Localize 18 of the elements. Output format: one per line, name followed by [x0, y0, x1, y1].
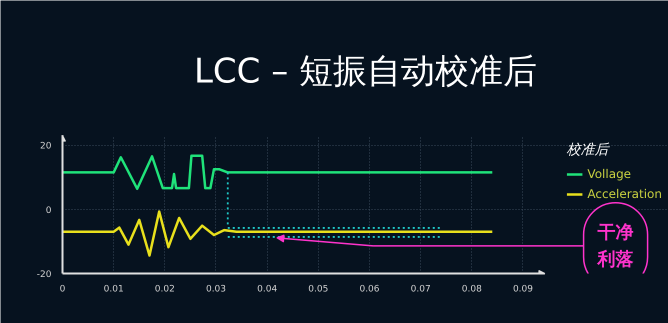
x-tick-label: 0.07 — [410, 284, 431, 294]
y-tick-label: 0 — [46, 206, 52, 216]
chart-title: LCC – 短振自动校准后 — [194, 52, 538, 92]
x-tick-label: 0.02 — [154, 284, 175, 294]
y-tick-label: -20 — [36, 270, 52, 280]
x-tick-label: 0.08 — [462, 284, 482, 294]
x-tick-label: 0.03 — [206, 284, 226, 294]
x-tick-label: 0 — [60, 284, 66, 294]
x-tick-label: 0.06 — [359, 284, 380, 294]
legend-label: Acceleration — [587, 187, 662, 201]
x-tick-label: 0.05 — [308, 284, 328, 294]
legend-label: Vollage — [587, 167, 632, 181]
y-tick-label: 20 — [40, 142, 52, 152]
x-tick-label: 0.09 — [512, 284, 534, 294]
legend-title: 校准后 — [566, 141, 611, 159]
x-tick-label: 0.04 — [257, 284, 278, 294]
text: 干净利落 — [596, 222, 634, 270]
x-tick-label: 0.01 — [104, 284, 124, 294]
